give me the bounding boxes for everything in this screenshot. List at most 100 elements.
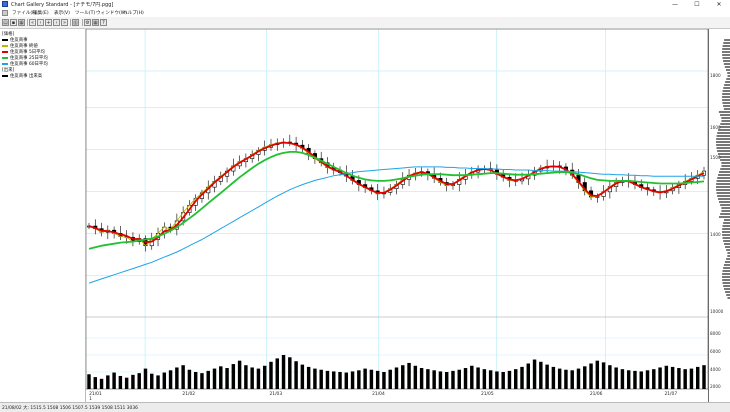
legend-item[interactable]: 住友商事 <box>2 37 28 43</box>
legend-item[interactable]: 住友商事 5日平均 <box>2 49 45 55</box>
help-icon[interactable]: ? <box>100 19 107 26</box>
volume-bar <box>401 365 405 389</box>
volume-bar <box>357 370 361 389</box>
volume-bar <box>645 370 650 389</box>
profile-bar <box>722 225 730 227</box>
profile-bar <box>718 156 730 158</box>
stock-chart[interactable]: 21/01 21/02 21/03 21/04 21/05 21/06 21/07 1 <box>86 29 708 402</box>
prev-icon[interactable]: ‹ <box>37 19 44 26</box>
volume-bar <box>501 372 505 389</box>
profile-bar <box>722 90 730 92</box>
volume-bar <box>262 365 267 389</box>
volume-bar <box>564 369 568 389</box>
profile-bar <box>719 171 730 173</box>
document-icon[interactable] <box>2 10 8 16</box>
profile-bar <box>718 174 730 176</box>
volume-bar <box>369 369 374 389</box>
print-icon[interactable]: ▦ <box>18 19 25 26</box>
volume-bar <box>507 370 512 389</box>
volume-bar <box>670 366 675 389</box>
menu-edit[interactable]: 編集(E) <box>33 11 49 16</box>
volume-bar <box>332 371 336 389</box>
minimize-button[interactable]: — <box>672 1 678 8</box>
volume-bar <box>306 366 311 389</box>
volume-bar <box>375 370 380 389</box>
table-icon[interactable]: ▦ <box>92 19 99 26</box>
volume-bar <box>476 367 480 389</box>
x-tick-label: 21/06 <box>590 391 603 397</box>
volume-profile <box>708 29 730 402</box>
profile-bar <box>722 102 730 104</box>
volume-bar <box>93 377 98 389</box>
settings-icon[interactable]: ⚙ <box>84 19 91 26</box>
candles <box>86 134 707 252</box>
menu-window[interactable]: ウィンドウ(W) <box>96 11 128 16</box>
volume-bar <box>338 372 342 389</box>
volume-bar <box>187 369 192 389</box>
next-icon[interactable]: › <box>53 19 60 26</box>
profile-bar <box>724 66 730 68</box>
profile-bar <box>723 105 730 107</box>
volume-bar <box>181 365 185 389</box>
volume-bar <box>626 370 631 389</box>
x-axis-labels: 21/01 21/02 21/03 21/04 21/05 21/06 21/07 1 <box>89 391 677 401</box>
profile-bar <box>720 213 730 215</box>
chart-grid <box>86 29 708 390</box>
save-icon[interactable]: ▪ <box>10 19 17 26</box>
menu-tools[interactable]: ツール(T) <box>75 11 96 16</box>
profile-bar <box>722 231 730 233</box>
volume-bar <box>394 367 399 389</box>
close-button[interactable]: ✕ <box>716 1 722 8</box>
volume-bar <box>664 365 669 389</box>
open-file-icon[interactable]: ▤ <box>2 19 9 26</box>
profile-bar <box>722 237 730 239</box>
volume-bar <box>156 375 160 389</box>
volume-bar <box>689 368 694 389</box>
ma5-line <box>88 141 705 243</box>
legend-item[interactable]: 住友商事 出来高 <box>2 73 42 79</box>
legend-item[interactable]: 住友商事 25日平均 <box>2 55 48 61</box>
status-bar: 21/08/02 大: 1515.5 1508 1506 1507.5 1539… <box>0 402 730 412</box>
profile-bar <box>716 144 730 146</box>
legend-item[interactable]: 住友商事 終値 <box>2 43 38 49</box>
profile-bar <box>722 234 730 236</box>
volume-bar <box>463 368 468 389</box>
toolbar: ▤ ▪ ▦ « ‹ + › » ▥ ⚙ ▦ ? <box>0 17 730 29</box>
legend-item[interactable]: 住友商事 60日平均 <box>2 61 48 67</box>
legend-group-price: [価格] <box>2 32 15 37</box>
menu-file[interactable]: ファイル(F) <box>12 11 37 16</box>
profile-bar <box>722 57 730 59</box>
first-icon[interactable]: « <box>29 19 36 26</box>
profile-bar <box>726 294 730 296</box>
x-tick-label: 21/05 <box>481 391 494 397</box>
profile-bar <box>722 51 730 53</box>
profile-bar <box>716 141 730 143</box>
profile-bar <box>717 177 730 179</box>
volume-bar <box>419 368 424 389</box>
profile-bar <box>725 291 730 293</box>
last-icon[interactable]: » <box>61 19 68 26</box>
volume-bar <box>206 370 210 389</box>
menu-help[interactable]: ヘルプ(H) <box>123 11 144 16</box>
maximize-button[interactable]: ☐ <box>694 1 700 8</box>
volume-bar <box>426 369 430 389</box>
menu-view[interactable]: 表示(V) <box>54 11 70 16</box>
status-text: 21/08/02 大: 1515.5 1508 1506 1507.5 1539… <box>2 406 138 411</box>
profile-bar <box>722 54 730 56</box>
volume-bars <box>87 355 706 389</box>
y-tick-label: 8000 <box>710 331 721 336</box>
profile-bar <box>716 189 730 191</box>
chart-icon[interactable]: ▥ <box>72 19 79 26</box>
volume-bar <box>256 368 261 389</box>
profile-bar <box>724 288 730 290</box>
profile-bar <box>724 84 730 86</box>
profile-bar <box>716 138 730 140</box>
volume-bar <box>482 369 487 389</box>
plus-icon[interactable]: + <box>45 19 52 26</box>
volume-bar <box>432 370 436 389</box>
profile-bar <box>723 42 730 44</box>
volume-bar <box>162 372 167 389</box>
profile-bar <box>722 45 730 47</box>
profile-bar <box>718 216 730 218</box>
profile-bar <box>722 93 730 95</box>
